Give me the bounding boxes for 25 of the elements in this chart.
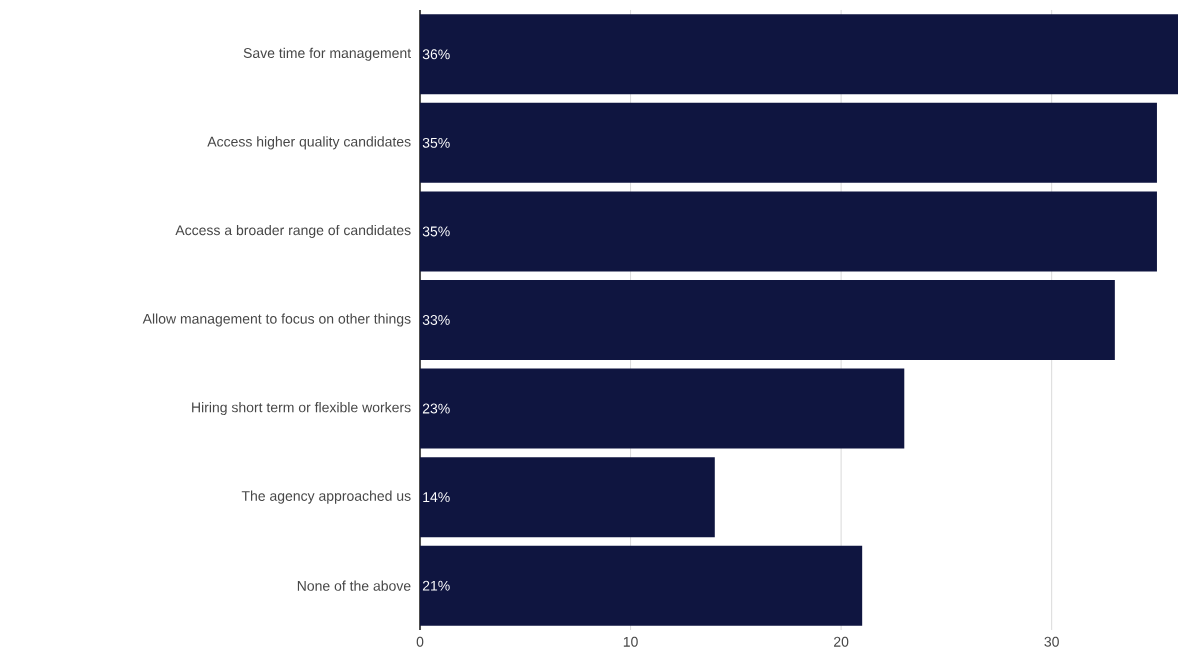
y-tick-label: Access a broader range of candidates [175, 224, 411, 238]
bar [420, 457, 715, 538]
data-label: 36% [422, 49, 450, 60]
data-label: 14% [423, 492, 450, 503]
bar [420, 191, 1157, 272]
y-tick-label: The agency approached us [241, 490, 411, 504]
data-label: 35% [422, 137, 450, 148]
bar [420, 368, 905, 449]
y-tick-label: Allow management to focus on other things [142, 313, 411, 327]
x-tick-label: 10 [623, 636, 638, 647]
bar [420, 545, 863, 626]
y-tick-label: Hiring short term or flexible workers [192, 402, 411, 416]
bar [420, 279, 1115, 360]
y-tick-label: Save time for management [243, 47, 411, 61]
bar [420, 14, 1178, 95]
x-tick-label: 20 [834, 636, 849, 647]
data-label: 21% [422, 580, 450, 591]
data-label: 35% [422, 226, 450, 237]
y-tick-label: Access higher quality candidates [207, 136, 411, 150]
x-tick-label: 0 [416, 636, 424, 647]
data-label: 33% [422, 315, 450, 325]
y-tick-label: None of the above [297, 580, 411, 591]
bar [420, 102, 1157, 183]
x-tick-label: 30 [1044, 636, 1059, 647]
data-label: 23% [422, 403, 450, 414]
